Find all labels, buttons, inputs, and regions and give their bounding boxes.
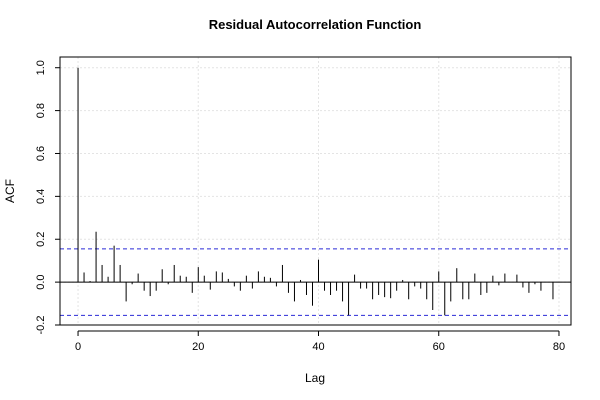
- x-tick-label-2: 40: [312, 341, 324, 353]
- y-tick-label-6: 1.0: [35, 60, 47, 75]
- y-tick-label-4: 0.6: [35, 146, 47, 161]
- y-tick-label-1: 0.0: [35, 274, 47, 289]
- confidence-bounds: [60, 248, 571, 316]
- x-tick-label-1: 20: [192, 341, 204, 353]
- y-tick-label-0: -0.2: [35, 316, 47, 335]
- x-tick-label-0: 0: [75, 341, 81, 353]
- plot-frame: [59, 56, 572, 326]
- x-axis: 0 20 40 60 80: [75, 330, 565, 353]
- y-tick-label-2: 0.2: [35, 232, 47, 247]
- y-tick-label-3: 0.4: [35, 189, 47, 204]
- acf-bars: [77, 67, 554, 316]
- y-axis: -0.2 0.0 0.2 0.4 0.6 0.8 1.0: [35, 60, 61, 335]
- chart-title: Residual Autocorrelation Function: [209, 17, 422, 32]
- grid: [60, 57, 571, 326]
- x-tick-label-4: 80: [553, 341, 565, 353]
- x-tick-label-3: 60: [433, 341, 445, 353]
- y-tick-label-5: 0.8: [35, 103, 47, 118]
- y-axis-label: ACF: [3, 179, 17, 203]
- x-axis-label: Lag: [305, 371, 325, 385]
